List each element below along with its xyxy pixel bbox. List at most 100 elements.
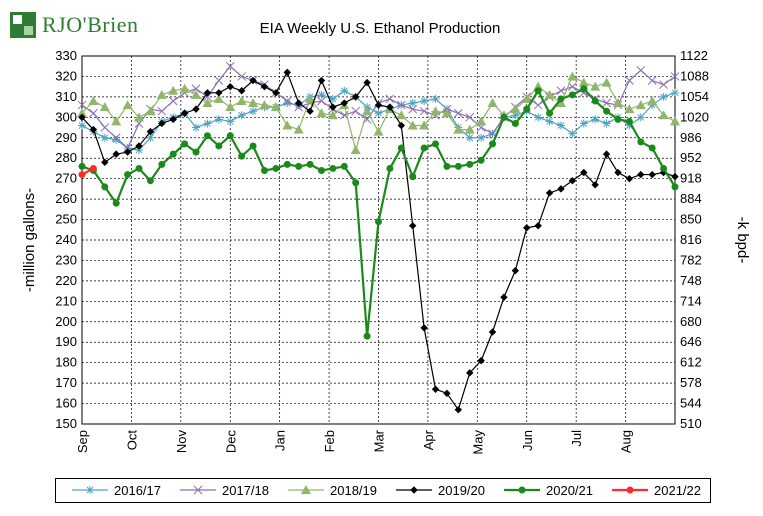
data-point [306, 107, 314, 115]
data-point [329, 164, 337, 172]
data-point [591, 181, 599, 189]
x-tick-label: Jul [569, 430, 584, 447]
data-point [179, 83, 190, 93]
data-point [568, 91, 576, 99]
data-point [122, 100, 133, 110]
brand-name: RJO'Brien [42, 12, 139, 37]
data-point [191, 89, 202, 99]
data-point [259, 100, 270, 110]
y-right-tick-label: 510 [680, 416, 702, 431]
data-point [454, 405, 463, 414]
data-point [477, 356, 485, 365]
data-point [419, 106, 429, 116]
data-point [408, 99, 417, 108]
y-left-tick-label: 210 [55, 293, 77, 308]
data-point [317, 96, 326, 106]
data-point [624, 104, 635, 114]
data-point [283, 160, 291, 168]
data-point [350, 145, 361, 155]
data-point [568, 177, 577, 185]
data-point [317, 90, 326, 99]
y-right-tick-label: 1088 [680, 68, 709, 83]
data-point [327, 110, 338, 120]
data-point [590, 81, 601, 91]
data-point [351, 93, 360, 101]
data-point [396, 110, 407, 120]
data-point [544, 89, 555, 99]
data-point [238, 152, 246, 160]
y-left-tick-label: 200 [55, 314, 77, 329]
data-point [534, 221, 542, 230]
data-point [101, 158, 109, 167]
data-point [248, 98, 259, 108]
data-point [124, 171, 132, 179]
data-point [647, 76, 657, 85]
data-point [226, 82, 234, 91]
legend-swatch [504, 486, 540, 494]
data-point [272, 89, 280, 97]
legend-label: 2019/20 [438, 483, 485, 498]
y-left-tick-label: 260 [55, 191, 77, 206]
data-point [420, 324, 428, 332]
data-point [203, 92, 212, 102]
x-tick-label: Feb [322, 430, 337, 452]
legend-label: 2016/17 [114, 483, 161, 498]
brand-logo: RJO'Brien [10, 8, 150, 44]
data-point [363, 78, 371, 87]
data-point [89, 164, 97, 172]
data-point [270, 102, 281, 112]
data-point [660, 164, 668, 172]
data-point [511, 119, 519, 127]
y-left-tick-label: 190 [55, 334, 77, 349]
data-point [111, 116, 122, 126]
data-point [306, 160, 314, 168]
data-point [192, 105, 200, 113]
data-point [317, 76, 326, 85]
data-point [591, 97, 599, 105]
y-right-tick-label: 646 [680, 334, 702, 349]
data-point [202, 98, 213, 108]
data-point [158, 160, 166, 168]
y-right-tick-label: 612 [680, 355, 702, 370]
y-left-tick-label: 240 [55, 232, 77, 247]
data-point [568, 129, 577, 138]
series-2021-22 [78, 164, 97, 179]
y-left-tick-label: 180 [55, 355, 77, 370]
data-point [214, 115, 223, 124]
data-point [134, 112, 145, 122]
data-point [636, 65, 646, 75]
data-point [226, 132, 234, 140]
y-left-tick-label: 270 [55, 171, 77, 186]
data-point [671, 88, 679, 97]
data-point [636, 113, 645, 122]
y-right-tick-label: 986 [680, 130, 702, 145]
x-tick-label: May [470, 430, 485, 455]
legend-swatch [612, 486, 648, 494]
data-point [443, 389, 451, 398]
data-point [169, 115, 177, 124]
data-point [294, 99, 303, 107]
data-point [545, 189, 554, 197]
data-point [78, 162, 86, 170]
data-point [659, 80, 668, 89]
data-point [670, 72, 680, 81]
data-point [237, 72, 247, 81]
data-point [317, 166, 325, 174]
data-point [556, 86, 566, 96]
data-point [180, 109, 189, 117]
data-point [431, 94, 440, 103]
legend-swatch [288, 485, 324, 494]
data-point [407, 120, 418, 130]
x-tick-label: Apr [421, 429, 436, 450]
y-left-axis-title: -million gallons- [21, 188, 38, 292]
data-point [454, 162, 462, 170]
data-point [213, 93, 224, 103]
data-point [236, 95, 247, 105]
data-point [635, 100, 646, 110]
data-point [591, 115, 600, 124]
data-point [78, 113, 86, 122]
x-tick-label: Dec [223, 430, 238, 454]
data-point [671, 183, 679, 191]
legend-marker [410, 486, 418, 494]
data-point [340, 86, 349, 95]
